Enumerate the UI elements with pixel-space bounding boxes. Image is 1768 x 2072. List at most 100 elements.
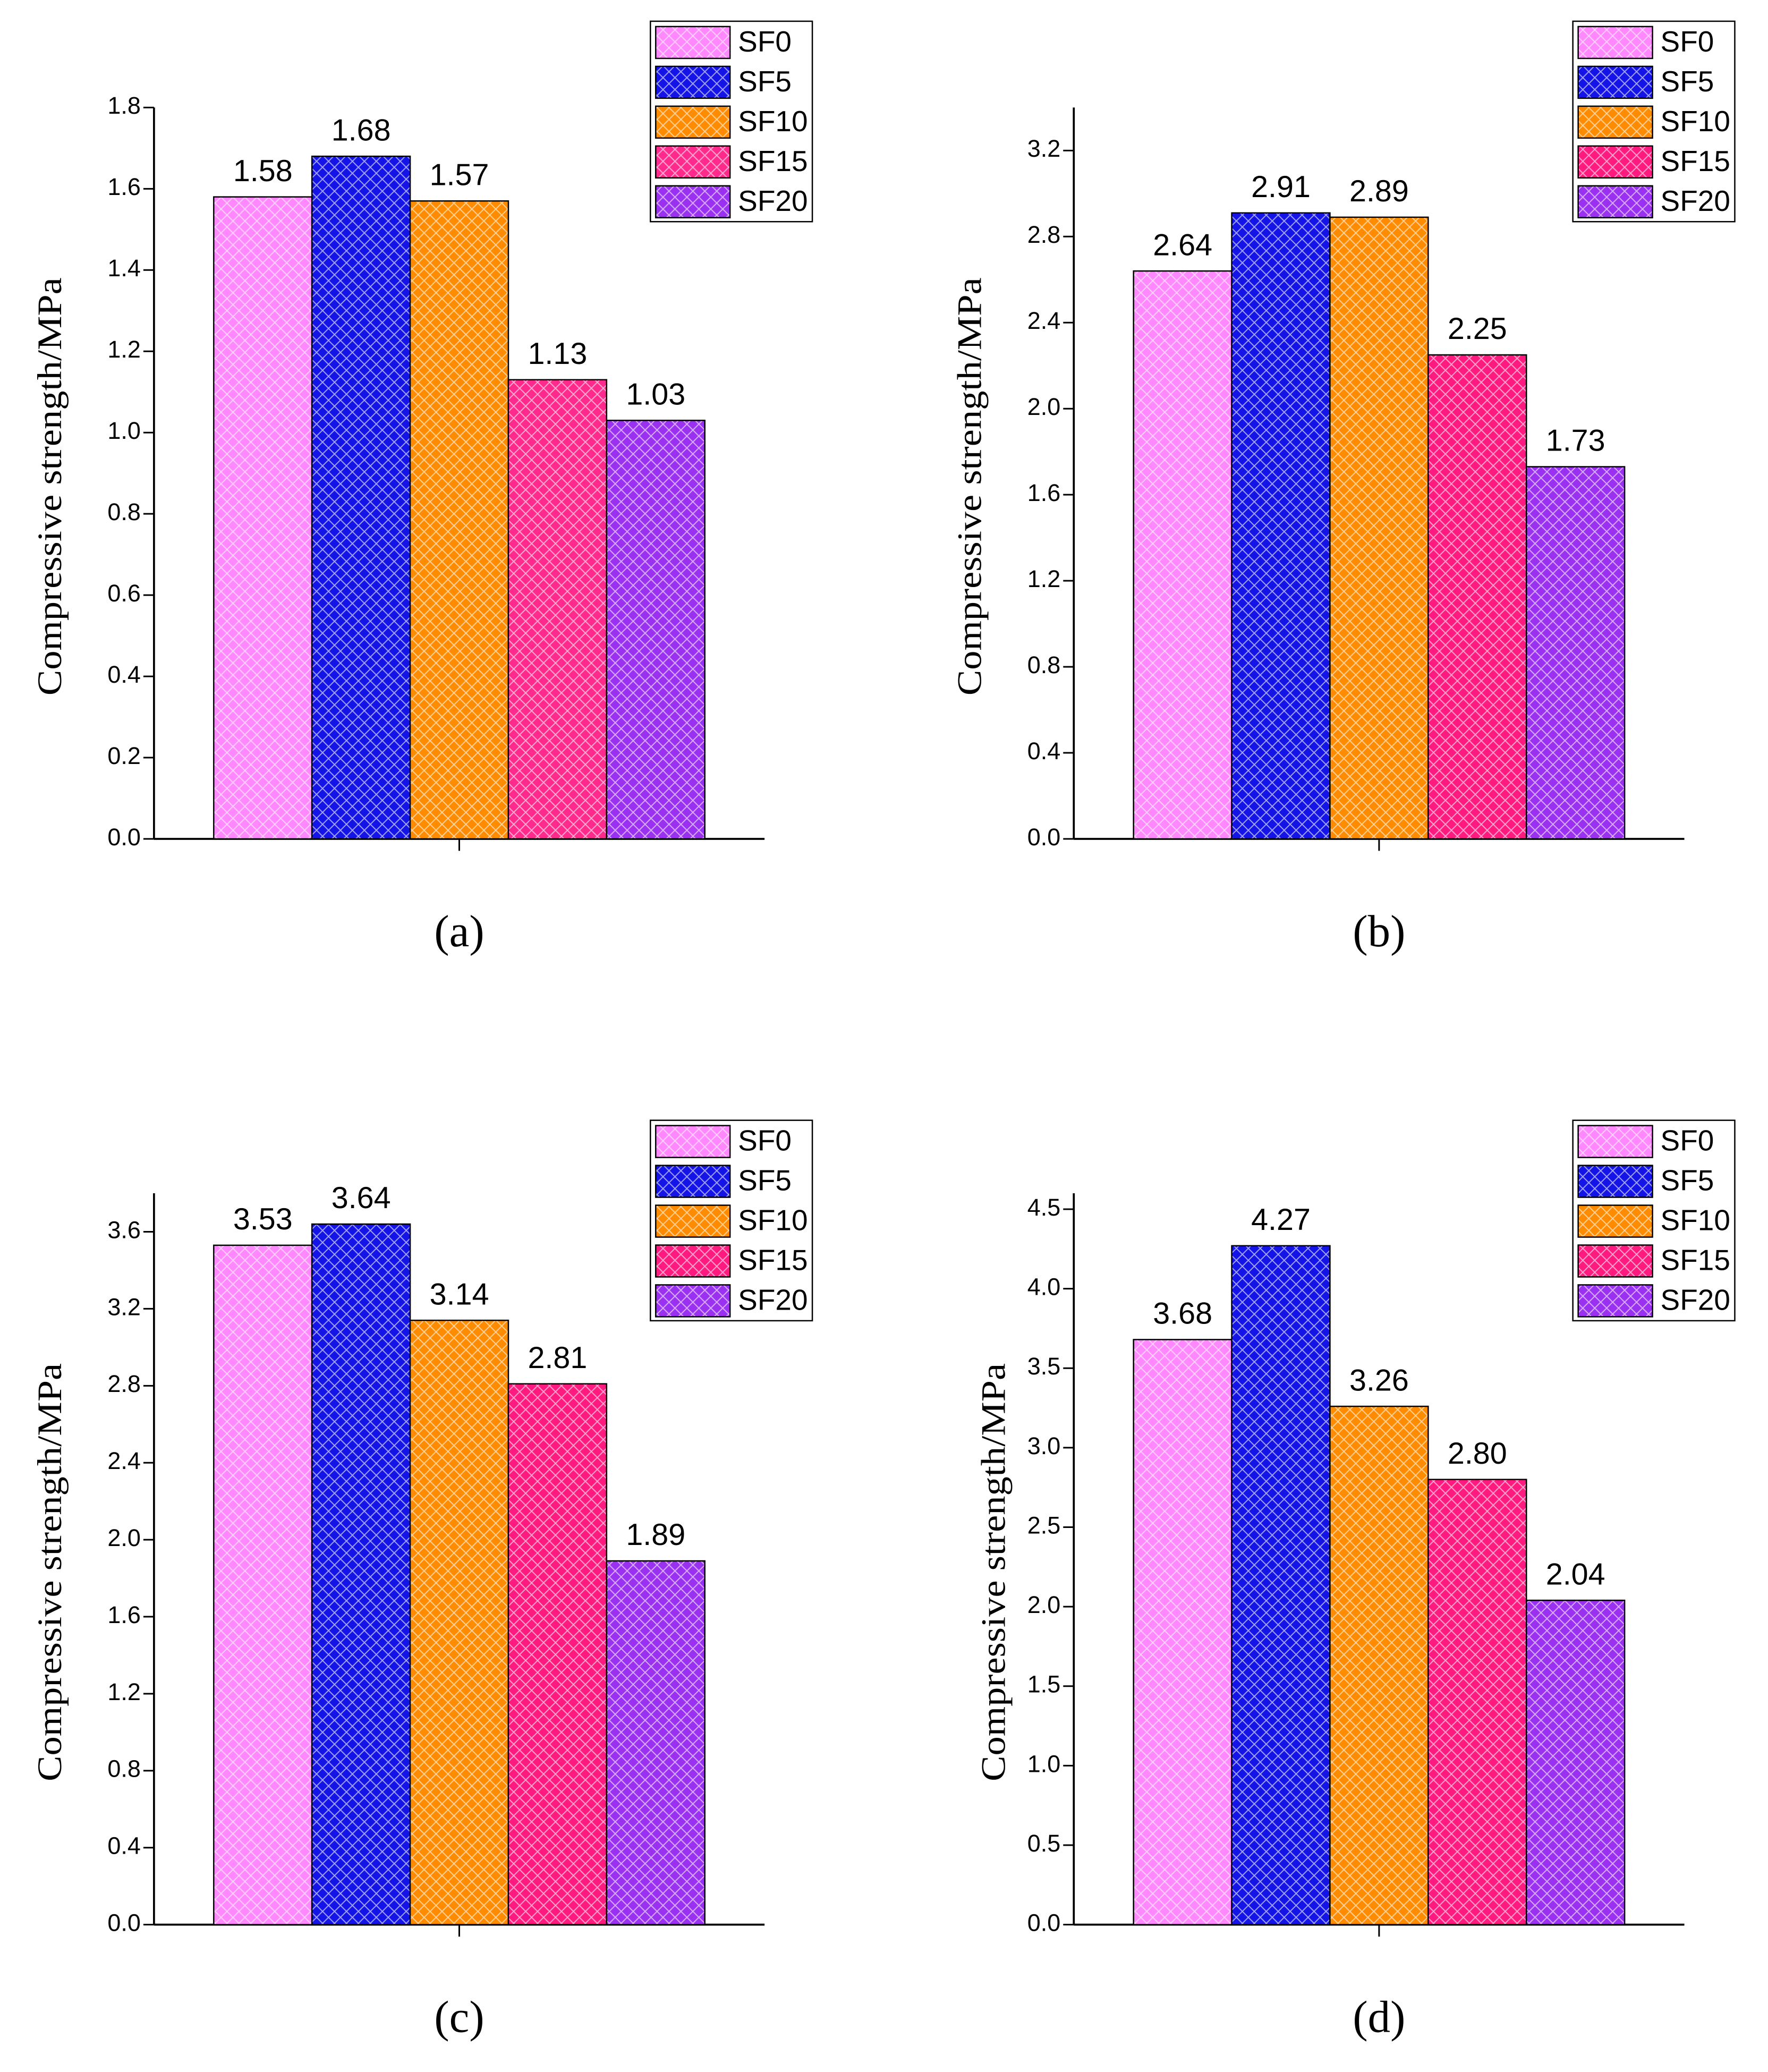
value-label: 1.13: [528, 337, 587, 371]
y-tick-label: 3.2: [107, 1293, 141, 1320]
bar: [1133, 1339, 1232, 1925]
y-axis-label: Compressive strength/MPa: [31, 1363, 69, 1781]
value-label: 1.03: [626, 377, 685, 411]
y-tick-label: 2.4: [107, 1447, 141, 1474]
legend-swatch: [655, 1244, 731, 1278]
value-label: 1.73: [1546, 424, 1605, 458]
y-tick-label: 2.4: [1027, 307, 1061, 334]
legend-label: SF20: [738, 184, 808, 217]
value-label: 2.04: [1546, 1557, 1605, 1591]
legend-swatch: [1577, 185, 1653, 218]
y-tick-label: 2.0: [1027, 393, 1061, 420]
y-tick-label: 1.0: [107, 417, 141, 444]
value-label: 2.64: [1153, 228, 1212, 262]
value-label: 2.80: [1448, 1437, 1507, 1471]
legend-swatch: [655, 1125, 731, 1158]
bar: [1133, 270, 1232, 840]
legend-swatch: [1577, 26, 1653, 60]
legend-label: SF0: [738, 1124, 792, 1157]
y-tick-label: 0.6: [107, 580, 141, 607]
y-tick-label: 1.6: [107, 1601, 141, 1628]
bar: [311, 155, 411, 840]
y-tick-label: 3.5: [1027, 1353, 1061, 1380]
y-tick-label: 4.0: [1027, 1273, 1061, 1300]
legend-label: SF5: [1661, 65, 1714, 98]
y-tick-label: 1.0: [1027, 1750, 1061, 1777]
legend-label: SF0: [738, 25, 792, 58]
value-label: 1.57: [430, 158, 489, 192]
legend-label: SF10: [738, 105, 808, 138]
bar: [1329, 216, 1429, 840]
y-tick-label: 0.8: [1027, 651, 1061, 678]
value-label: 3.14: [430, 1277, 489, 1311]
y-tick-label: 3.6: [107, 1216, 141, 1243]
y-tick-label: 2.0: [107, 1524, 141, 1551]
legend-label: SF0: [1661, 1124, 1714, 1157]
legend-label: SF5: [738, 1164, 792, 1197]
y-axis-label: Compressive strength/MPa: [31, 277, 69, 695]
legend-label: SF15: [1661, 1243, 1730, 1276]
legend-swatch: [1577, 105, 1653, 139]
y-tick-label: 0.0: [107, 1909, 141, 1937]
y-tick-label: 1.6: [1027, 479, 1061, 506]
y-tick-label: 0.5: [1027, 1830, 1061, 1857]
legend-box: [650, 1119, 813, 1322]
value-label: 4.27: [1251, 1203, 1311, 1237]
legend-swatch: [655, 1284, 731, 1318]
y-tick-label: 4.5: [1027, 1194, 1061, 1221]
value-label: 3.53: [233, 1202, 293, 1236]
panel-label: (c): [434, 1992, 484, 2042]
y-tick-label: 2.8: [107, 1370, 141, 1397]
bar: [409, 200, 509, 840]
bar: [1427, 354, 1527, 840]
bar: [409, 1319, 509, 1925]
bar: [311, 1223, 411, 1925]
y-tick-label: 0.8: [107, 1755, 141, 1782]
y-axis-label: Compressive strength/MPa: [974, 1363, 1013, 1781]
legend-swatch: [655, 1165, 731, 1198]
y-tick-label: 0.0: [107, 823, 141, 851]
value-label: 3.64: [332, 1181, 391, 1215]
y-tick-label: 1.2: [107, 1678, 141, 1705]
legend-swatch: [655, 1204, 731, 1238]
y-tick-label: 3.0: [1027, 1432, 1061, 1459]
bar: [1231, 1245, 1331, 1925]
value-label: 3.68: [1153, 1297, 1212, 1331]
bar: [213, 1244, 313, 1925]
legend-label: SF20: [1661, 1283, 1730, 1316]
legend-swatch: [1577, 1165, 1653, 1198]
legend-label: SF5: [738, 65, 792, 98]
panel-label: (d): [1353, 1992, 1405, 2042]
y-tick-label: 0.2: [107, 742, 141, 769]
value-label: 2.81: [528, 1341, 587, 1375]
legend-swatch: [1577, 65, 1653, 99]
y-tick-label: 0.4: [107, 661, 141, 688]
value-label: 2.91: [1251, 170, 1311, 204]
legend-label: SF0: [1661, 25, 1714, 58]
legend-swatch: [655, 105, 731, 139]
bar: [213, 196, 313, 840]
bar: [606, 1560, 706, 1925]
y-tick-label: 0.0: [1027, 823, 1061, 851]
legend-swatch: [1577, 1244, 1653, 1278]
legend-label: SF10: [738, 1204, 808, 1237]
bar: [507, 379, 608, 840]
bar: [606, 420, 706, 840]
legend-swatch: [655, 185, 731, 218]
value-label: 1.68: [332, 113, 391, 147]
y-tick-label: 1.2: [1027, 565, 1061, 592]
y-tick-label: 0.4: [1027, 737, 1061, 765]
y-tick-label: 1.4: [107, 254, 141, 282]
bar: [1525, 1599, 1626, 1925]
legend-box: [1572, 1119, 1736, 1322]
y-tick-label: 1.2: [107, 336, 141, 363]
legend-label: SF15: [738, 145, 808, 177]
bar: [1231, 212, 1331, 840]
y-tick-label: 1.5: [1027, 1671, 1061, 1698]
legend-box: [650, 20, 813, 223]
legend-label: SF15: [738, 1243, 808, 1276]
legend-label: SF10: [1661, 1204, 1730, 1237]
bar: [1525, 466, 1626, 840]
value-label: 1.58: [233, 154, 293, 188]
